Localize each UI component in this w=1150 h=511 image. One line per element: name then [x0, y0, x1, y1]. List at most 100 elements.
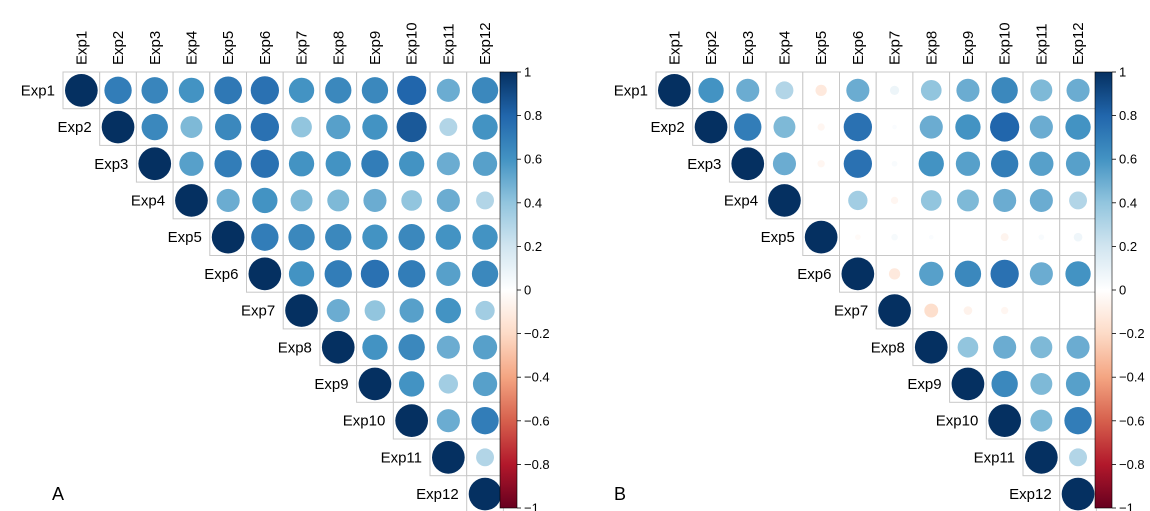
correlation-circle [928, 234, 934, 240]
correlation-circle [848, 190, 868, 211]
colorbar-tick-label: −0.4 [524, 370, 550, 385]
column-label: Exp8 [923, 31, 940, 65]
correlation-circle [395, 404, 428, 437]
correlation-circle [101, 110, 135, 144]
colorbar-tick-label: 0.4 [524, 195, 542, 210]
correlation-circle [179, 151, 204, 176]
correlation-circle [399, 298, 424, 323]
correlation-circle [1030, 372, 1053, 395]
correlation-circle [362, 114, 388, 140]
correlation-circle [324, 260, 352, 288]
correlation-circle [891, 160, 898, 167]
correlation-circle [472, 151, 498, 176]
correlation-circle [768, 184, 801, 217]
correlation-circle [773, 116, 796, 139]
correlation-circle [1065, 261, 1091, 287]
correlation-circle [990, 150, 1019, 178]
row-label: Exp1 [21, 82, 55, 99]
colorbar-tick-label: −0.8 [1119, 457, 1145, 472]
correlation-circle [396, 111, 427, 143]
correlation-circle [920, 190, 942, 211]
row-label: Exp4 [724, 192, 758, 209]
correlation-circle [398, 151, 425, 177]
column-label: Exp3 [740, 31, 757, 65]
correlation-circle [817, 123, 825, 131]
correlation-circle [248, 257, 282, 291]
correlation-circle [214, 113, 242, 141]
colorbar-tick-label: −0.8 [524, 457, 550, 472]
column-label: Exp7 [294, 31, 311, 65]
correlation-circle [178, 77, 205, 104]
correlation-circle [472, 224, 498, 250]
correlation-circle [846, 78, 870, 102]
correlation-circle [436, 152, 460, 176]
correlation-circle [924, 303, 939, 318]
correlation-circle [1065, 371, 1091, 397]
correlation-circle [472, 114, 498, 140]
correlation-circle [471, 260, 499, 288]
colorbar-tick-label: −0.6 [1119, 413, 1145, 428]
colorbar-tick-label: 0.2 [524, 239, 542, 254]
correlation-circle [436, 188, 460, 213]
correlation-circle [890, 196, 899, 205]
correlation-circle [288, 261, 315, 287]
correlation-circle [889, 85, 900, 95]
correlation-circle [954, 260, 982, 288]
column-label: Exp10 [404, 22, 421, 65]
correlation-circle [1029, 115, 1053, 139]
correlation-circle [436, 78, 460, 102]
correlation-circle [775, 81, 794, 100]
column-label: Exp3 [147, 31, 164, 65]
colorbar-tick-label: 0.8 [1119, 108, 1137, 123]
correlation-circle [736, 78, 760, 102]
column-label: Exp2 [110, 31, 127, 65]
colorbar-tick-label: −0.2 [524, 326, 550, 341]
row-label: Exp9 [907, 376, 941, 393]
row-label: Exp11 [381, 449, 422, 466]
correlation-circle [288, 151, 315, 177]
correlation-circle [1073, 232, 1083, 242]
correlation-panel-a: Exp1 Exp2 Exp3 Exp4 Exp5 Exp6 Exp7 Exp8 Exp9 Exp1… [21, 22, 550, 511]
row-label: Exp10 [936, 413, 979, 430]
correlation-circle [988, 404, 1022, 437]
correlation-circle [436, 409, 460, 433]
correlation-circle [475, 300, 495, 321]
row-label: Exp11 [974, 449, 1015, 466]
correlation-circle [1030, 79, 1053, 102]
correlation-circle [472, 335, 498, 360]
matrix-cell [1022, 291, 1061, 330]
correlation-circle [288, 77, 315, 104]
correlation-circle [214, 76, 243, 105]
correlation-circle [1064, 406, 1092, 435]
matrix-cell [802, 181, 840, 220]
correlation-circle [1029, 151, 1054, 176]
colorbar-tick-label: 0.6 [1119, 152, 1137, 167]
correlation-circle [325, 77, 352, 104]
correlation-circle [290, 189, 313, 212]
row-label: Exp3 [687, 156, 721, 173]
column-label: Exp4 [776, 31, 793, 65]
colorbar [499, 71, 518, 509]
correlation-circle [327, 189, 350, 212]
row-label: Exp5 [761, 229, 795, 246]
correlation-circle [919, 261, 944, 286]
row-label: Exp2 [650, 119, 684, 136]
colorbar-tick-label: −1 [524, 501, 539, 511]
correlation-circle [291, 116, 312, 138]
correlation-circle [398, 334, 425, 361]
correlation-circle [1066, 335, 1090, 359]
correlation-circle [138, 147, 172, 181]
column-label: Exp2 [703, 31, 720, 65]
correlation-circle [364, 300, 386, 321]
correlation-circle [891, 233, 898, 241]
correlation-circle [326, 114, 351, 140]
correlation-circle [963, 306, 973, 315]
correlation-circle [955, 151, 981, 176]
correlation-circle [804, 220, 838, 254]
correlation-circle [65, 74, 98, 107]
correlation-circle [658, 74, 691, 107]
correlation-circle [914, 330, 948, 364]
correlation-circle [435, 297, 462, 324]
correlation-circle [471, 77, 499, 104]
